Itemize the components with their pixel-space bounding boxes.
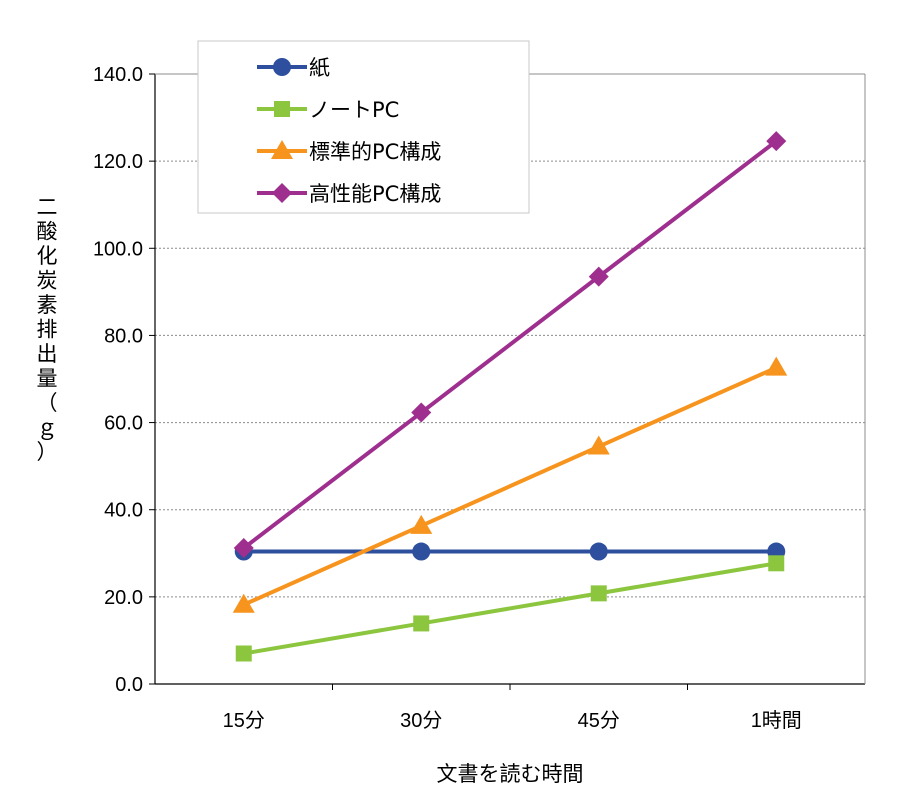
y-tick-label: 20.0 <box>104 587 143 609</box>
data-point <box>588 266 609 287</box>
series-line <box>242 365 778 607</box>
data-point <box>412 542 431 561</box>
x-tick-label: 15分 <box>223 709 265 732</box>
series <box>232 131 788 662</box>
legend-item: ノートPC <box>257 98 399 122</box>
x-tick-labels: 15分 30分 45分 1時間 <box>223 709 802 732</box>
legend-item: 紙 <box>257 56 330 80</box>
y-tick-label: 60.0 <box>104 413 143 435</box>
y-tick-label: 100.0 <box>93 238 143 260</box>
y-tick-label: 40.0 <box>104 500 143 522</box>
data-point <box>590 585 607 602</box>
y-tick-label: 140.0 <box>93 64 143 86</box>
y-tick-label: 120.0 <box>93 151 143 173</box>
data-point <box>413 615 430 632</box>
data-point <box>765 356 788 376</box>
legend-label: 標準的PC構成 <box>309 140 441 164</box>
data-point <box>235 645 252 662</box>
series-line <box>242 139 778 550</box>
legend-label: 高性能PC構成 <box>309 182 441 206</box>
series-1 <box>235 555 785 662</box>
data-point <box>233 538 254 559</box>
data-point <box>766 131 787 152</box>
x-tick-label: 30分 <box>400 709 442 732</box>
series-0 <box>234 542 786 561</box>
data-point <box>410 514 433 534</box>
y-tick-label: 0.0 <box>115 674 143 696</box>
data-point <box>589 542 608 561</box>
legend-item: 高性能PC構成 <box>257 182 441 206</box>
x-tick-label: 45分 <box>578 709 620 732</box>
y-axis-title: 二酸化炭素排出量（ｇ） <box>37 195 58 464</box>
legend-marker <box>271 140 293 159</box>
data-point <box>587 435 610 455</box>
legend-label: ノートPC <box>309 98 399 122</box>
data-point <box>232 593 255 613</box>
series-3 <box>233 131 787 559</box>
y-tick-label: 80.0 <box>104 325 143 347</box>
x-axis-title: 文書を読む時間 <box>437 762 584 786</box>
legend-item: 標準的PC構成 <box>257 140 441 164</box>
legend-marker <box>274 101 290 117</box>
series-line <box>243 561 777 656</box>
legend-marker <box>272 183 292 203</box>
data-point <box>768 555 785 572</box>
legend-label: 紙 <box>309 56 330 80</box>
x-tick-label: 1時間 <box>751 709 802 732</box>
y-tick-labels: 0.0 20.0 40.0 60.0 80.0 100.0 120.0 140.0 <box>93 64 143 696</box>
legend-box <box>197 40 530 214</box>
series-2 <box>232 356 788 613</box>
data-point <box>411 402 432 423</box>
legend-marker <box>273 58 291 76</box>
